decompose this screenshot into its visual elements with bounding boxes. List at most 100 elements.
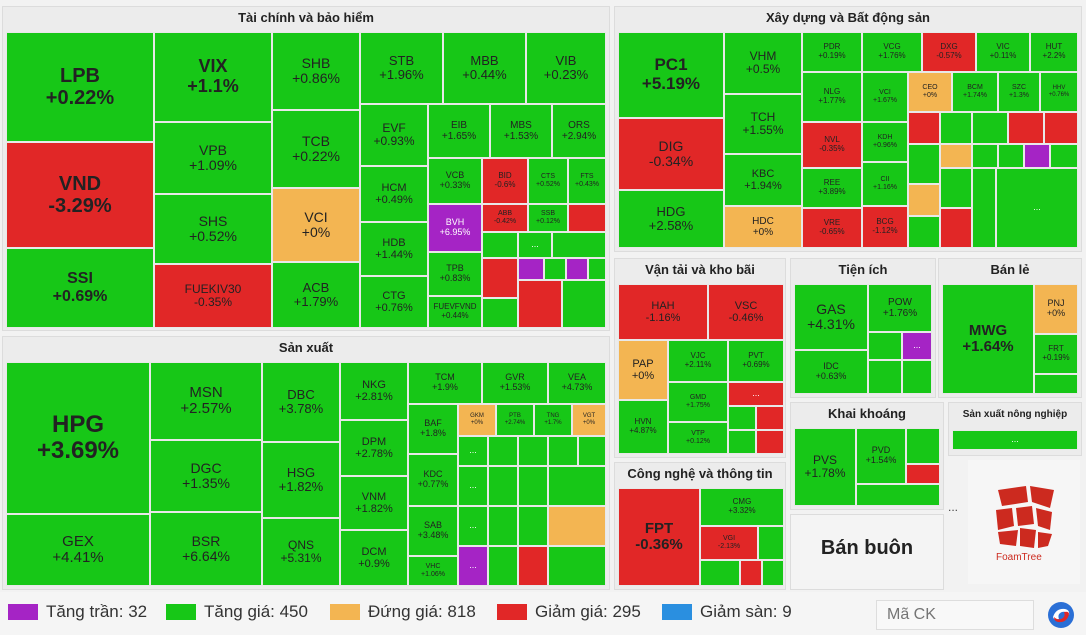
tile-dpm[interactable]: DPM +2.78% [340,420,408,476]
tile-fpt[interactable]: FPT -0.36% [618,488,700,586]
tile-vsc[interactable]: VSC -0.46% [708,284,784,340]
tile-fin-small-6[interactable] [544,258,566,280]
tile-con-small-6[interactable] [940,144,972,168]
tile-kdc[interactable]: KDC +0.77% [408,454,458,506]
tile-stb[interactable]: STB +1.96% [360,32,443,104]
tile-hdg[interactable]: HDG +2.58% [618,190,724,248]
tile-evf[interactable]: EVF +0.93% [360,104,428,166]
tile-ptb[interactable]: PTB +2.74% [496,404,534,436]
tile-man-small-8[interactable] [488,506,518,546]
tile-vnd[interactable]: VND -3.29% [6,142,154,248]
tile-mi-small-1[interactable] [906,428,940,464]
tile-hdb[interactable]: HDB +1.44% [360,222,428,276]
tile-man-small-7[interactable] [548,466,606,506]
tile-con-small-2[interactable] [940,112,972,144]
tile-man-small-9[interactable] [518,506,548,546]
tile-eib[interactable]: EIB +1.65% [428,104,490,158]
tile-re-small-1[interactable] [1034,374,1078,394]
tile-man-small-4[interactable] [578,436,606,466]
tile-con-small-9[interactable] [1024,144,1050,168]
tile-pc1[interactable]: PC1 +5.19% [618,32,724,118]
tile-qns[interactable]: QNS +5.31% [262,518,340,586]
tile-ut-small-2[interactable] [868,360,902,394]
tile-vci[interactable]: VCI +0% [272,188,360,262]
stock-code-search-input[interactable] [876,600,1034,630]
tile-tch[interactable]: TCH +1.55% [724,94,802,154]
tile-pdr[interactable]: PDR +0.19% [802,32,862,72]
tile-con-small-7[interactable] [972,144,998,168]
tile-fin-small-4[interactable] [482,258,518,298]
app-logo-icon[interactable] [1048,602,1074,628]
tile-hdc[interactable]: HDC +0% [724,206,802,248]
tile-vtp[interactable]: VTP +0.12% [668,422,728,454]
tile-bcm[interactable]: BCM +1.74% [952,72,998,112]
tile-te-small-2[interactable] [700,560,740,586]
tile-tpb[interactable]: TPB +0.83% [428,252,482,296]
tile-bcg[interactable]: BCG -1.12% [862,206,908,248]
tile-man-small-2[interactable] [518,436,548,466]
tile-hsg[interactable]: HSG +1.82% [262,442,340,518]
tile-man-small-11[interactable] [488,546,518,586]
tile-tcb[interactable]: TCB +0.22% [272,110,360,188]
tile-pap[interactable]: PAP +0% [618,340,668,400]
tile-mi-small-3[interactable] [856,484,940,506]
tile-con-small-10[interactable] [1050,144,1078,168]
tile-fin-small-2[interactable] [482,232,518,258]
tile-mwg[interactable]: MWG +1.64% [942,284,1034,394]
tile-ut-small-1[interactable] [868,332,902,360]
tile-ors[interactable]: ORS +2.94% [552,104,606,158]
tile-con-small-15[interactable] [972,168,996,248]
tile-msn[interactable]: MSN +2.57% [150,362,262,440]
tile-fin-small-7[interactable] [566,258,588,280]
more-manufacturing-3[interactable]: ... [458,506,488,546]
tile-kdh[interactable]: KDH +0.96% [862,122,908,162]
tile-con-small-4[interactable] [1008,112,1044,144]
tile-baf[interactable]: BAF +1.8% [408,404,458,454]
tile-cmg[interactable]: CMG +3.32% [700,488,784,526]
tile-pvs[interactable]: PVS +1.78% [794,428,856,506]
tile-gex[interactable]: GEX +4.41% [6,514,150,586]
tile-dcm[interactable]: DCM +0.9% [340,530,408,586]
tile-hut[interactable]: HUT +2.2% [1030,32,1078,72]
tile-tng[interactable]: TNG +1.7% [534,404,572,436]
tile-gkm[interactable]: GKM +0% [458,404,496,436]
tile-tr-small-3[interactable] [728,430,756,454]
tile-hpg[interactable]: HPG +3.69% [6,362,150,514]
tile-ssi[interactable]: SSI +0.69% [6,248,154,328]
tile-pow[interactable]: POW +1.76% [868,284,932,332]
tile-con-small-1[interactable] [908,112,940,144]
tile-vcg[interactable]: VCG +1.76% [862,32,922,72]
tile-man-small-3[interactable] [548,436,578,466]
tile-ree[interactable]: REE +3.89% [802,168,862,208]
tile-fuekiv30[interactable]: FUEKIV30 -0.35% [154,264,272,328]
tile-tr-small-4[interactable] [756,430,784,454]
tile-hah[interactable]: HAH -1.16% [618,284,708,340]
tile-mi-small-2[interactable] [906,464,940,484]
more-manufacturing-1[interactable]: ... [458,436,488,466]
tile-vib[interactable]: VIB +0.23% [526,32,606,104]
tile-nlg[interactable]: NLG +1.77% [802,72,862,122]
more-construction[interactable]: ... [996,168,1078,248]
tile-mbs[interactable]: MBS +1.53% [490,104,552,158]
tile-vgt[interactable]: VGT +0% [572,404,606,436]
more-utilities[interactable]: ... [902,332,932,360]
tile-con-small-12[interactable] [908,216,940,248]
tile-man-small-1[interactable] [488,436,518,466]
tile-fin-small-3[interactable] [552,232,606,258]
more-manufacturing-2[interactable]: ... [458,466,488,506]
tile-con-small-3[interactable] [972,112,1008,144]
tile-gvr[interactable]: GVR +1.53% [482,362,548,404]
tile-gas[interactable]: GAS +4.31% [794,284,868,350]
tile-nvl[interactable]: NVL -0.35% [802,122,862,168]
tile-man-small-6[interactable] [518,466,548,506]
tile-fin-small-10[interactable] [518,280,562,328]
tile-fin-small-8[interactable] [588,258,606,280]
tile-fuevfvnd[interactable]: FUEVFVND +0.44% [428,296,482,328]
tile-vre[interactable]: VRE -0.65% [802,208,862,248]
tile-dpg[interactable] [908,144,940,184]
tile-bsr[interactable]: BSR +6.64% [150,512,262,586]
more-manufacturing-4[interactable]: ... [458,546,488,586]
tile-frt[interactable]: FRT +0.19% [1034,334,1078,374]
tile-tcm[interactable]: TCM +1.9% [408,362,482,404]
tile-vea[interactable]: VEA +4.73% [548,362,606,404]
